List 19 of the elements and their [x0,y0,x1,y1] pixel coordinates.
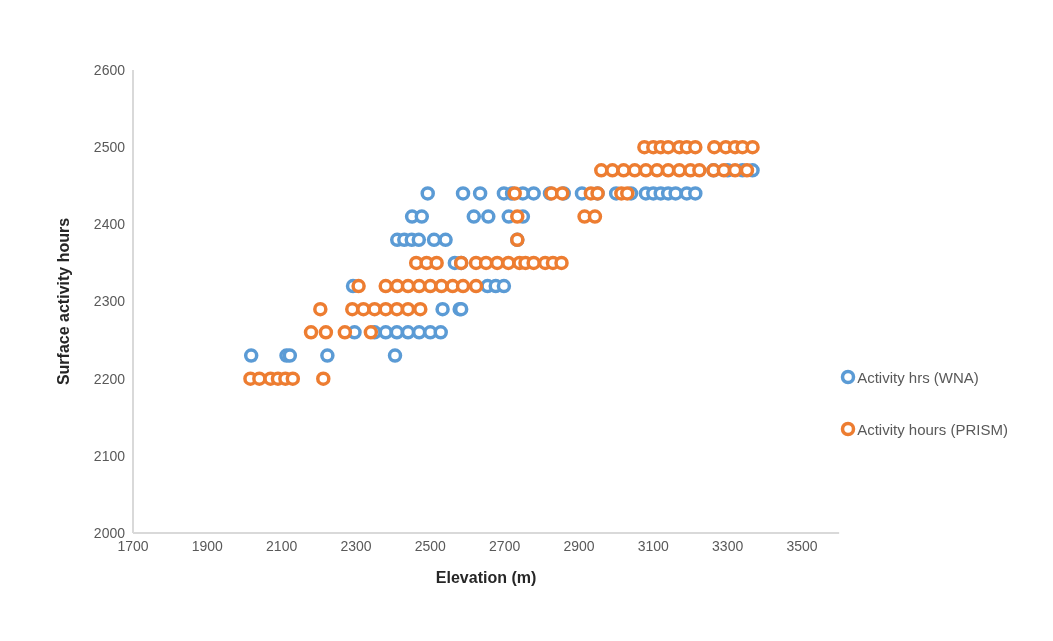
y-tick-label: 2100 [93,447,126,464]
x-tick-label: 3100 [637,537,670,554]
y-tick-label: 2300 [93,293,126,310]
x-tick-label: 2500 [414,537,447,554]
y-tick-label: 2200 [93,370,126,387]
y-axis-title: Surface activity hours [54,217,72,386]
x-tick-label: 2100 [266,537,298,554]
x-tick-label: 3500 [786,537,818,554]
x-tick-label: 3300 [712,537,744,554]
y-tick-label: 2600 [93,61,126,78]
x-tick-label: 1900 [191,537,224,554]
x-tick-label: 2900 [563,537,595,554]
y-tick-label: 2500 [93,139,126,156]
x-axis-title: Elevation (m) [435,569,537,586]
legend-label: Activity hrs (WNA) [857,368,979,386]
x-tick-label: 2300 [340,537,372,554]
y-tick-label: 2400 [93,216,126,233]
x-tick-label: 2700 [489,537,521,554]
legend-label: Activity hours (PRISM) [857,420,1008,438]
